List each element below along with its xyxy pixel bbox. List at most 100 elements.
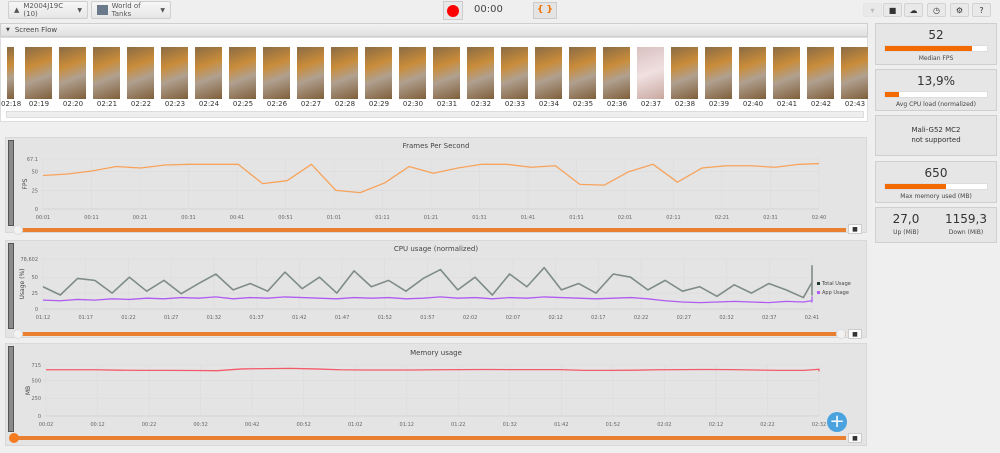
screenshot-thumbnail[interactable] [841,47,868,99]
screenshot-thumbnail[interactable] [705,47,732,99]
x-tick-label: 01:21 [424,215,438,221]
screen-flow-header[interactable]: ▼ Screen Flow [0,23,868,37]
slider-handle[interactable] [13,329,23,339]
y-axis-label: Usage (%) [19,269,26,300]
screenshot-thumbnail[interactable] [739,47,766,99]
progress-bar [884,45,988,52]
lock-button[interactable]: ■ [848,433,862,443]
x-tick-label: 02:22 [634,315,648,321]
y-tick-label: 500 [31,378,41,384]
drag-handle[interactable] [8,346,14,432]
x-tick-label: 00:11 [84,215,98,221]
x-tick-label: 01:22 [451,422,465,428]
slider-handle-right[interactable] [836,329,846,339]
record-button[interactable] [443,1,463,20]
screenshot-thumbnail[interactable] [671,47,698,99]
lock-icon: ■ [852,331,858,338]
x-tick-label: 01:17 [79,315,93,321]
thumbnail-time: 02:23 [164,100,186,108]
thumbnail-time: 02:37 [640,100,662,108]
horizontal-scrollbar[interactable] [6,111,864,118]
chart-title: Memory usage [410,349,462,357]
lock-button[interactable]: ■ [848,329,862,339]
y-tick-label: 67.1 [27,157,38,163]
x-tick-label: 01:52 [378,315,392,321]
wifi-button[interactable]: ▾ [863,3,882,17]
timer: 00:00 [474,4,503,15]
screenshot-thumbnail[interactable] [399,47,426,99]
lock-button[interactable]: ■ [848,224,862,234]
screenshot-thumbnail[interactable] [93,47,120,99]
y-tick-label: 0 [35,207,38,213]
screenshot-thumbnail[interactable] [331,47,358,99]
x-tick-label: 02:41 [805,315,819,321]
screenshot-thumbnail[interactable] [637,47,664,99]
screenshot-thumbnail[interactable] [297,47,324,99]
delete-button[interactable]: ■ [883,3,902,17]
screenshot-thumbnail[interactable] [433,47,460,99]
thumbnail-time: 02:21 [96,100,118,108]
progress-fill [885,92,900,97]
y-tick-label: 250 [31,396,41,402]
thumbnail-time: 02:20 [62,100,84,108]
device-dropdown[interactable]: ▲ M2004J19C (10) ▼ [8,1,88,19]
time-range-slider[interactable] [16,436,846,440]
y-tick-label: 715 [31,363,41,369]
x-tick-label: 01:12 [400,422,414,428]
device-label: M2004J19C (10) [23,2,64,18]
gpu-name: Mali-G52 MC2 [911,126,961,134]
fps-chart: 00:01 00:11 00:21 00:31 00:41 00:51 01:01 01:11… [22,157,826,221]
screenshot-thumbnail[interactable] [195,47,222,99]
slider-handle[interactable] [13,225,23,235]
drag-handle[interactable] [8,140,14,226]
time-range-slider[interactable] [16,228,846,232]
series-line-app-usage [42,296,813,304]
screenshot-thumbnail[interactable] [161,47,188,99]
x-tick-label: 01:41 [521,215,535,221]
x-tick-label: 01:57 [420,315,434,321]
drag-handle[interactable] [8,243,14,329]
screenshot-thumbnail[interactable] [603,47,630,99]
x-tick-label: 00:31 [181,215,195,221]
history-button[interactable]: ◷ [927,3,946,17]
max-memory-card: 650 Max memory used (MB) [875,161,997,203]
median-fps-card: 52 Median FPS [875,23,997,65]
screenshot-thumbnail[interactable] [127,47,154,99]
screenshot-thumbnail[interactable] [569,47,596,99]
json-button[interactable]: { } [533,2,557,19]
x-tick-label: 00:41 [230,215,244,221]
x-tick-label: 00:01 [36,215,50,221]
add-chart-button[interactable]: + [827,412,847,432]
thumbnail-time: 02:36 [606,100,628,108]
x-tick-label: 02:12 [548,315,562,321]
screenshot-thumbnail[interactable] [501,47,528,99]
network-card: 27,0 Up (MiB) 1159,3 Down (MiB) [875,207,997,243]
app-label: World of Tanks [111,2,141,18]
upload-button[interactable]: ☁ [904,3,923,17]
slider-handle[interactable] [9,433,19,443]
screenshot-thumbnail[interactable] [773,47,800,99]
x-tick-label: 01:42 [554,422,568,428]
screenshot-thumbnail[interactable] [263,47,290,99]
screenshot-thumbnail[interactable] [25,47,52,99]
collapse-triangle-icon: ▼ [6,27,10,33]
time-range-slider[interactable] [16,332,846,336]
thumbnail-time: 02:41 [776,100,798,108]
screenshot-thumbnail[interactable] [807,47,834,99]
thumbnail-time: 02:29 [368,100,390,108]
app-dropdown[interactable]: World of Tanks ▼ [91,1,171,19]
screenshot-thumbnail[interactable] [467,47,494,99]
thumbnail-time: 02:34 [538,100,560,108]
settings-button[interactable]: ⚙ [950,3,969,17]
screenshot-thumbnail[interactable] [7,47,14,99]
stat-label: Max memory used (MB) [900,193,972,200]
screenshot-thumbnail[interactable] [535,47,562,99]
screenshot-thumbnail[interactable] [59,47,86,99]
thumbnail-time: 02:31 [436,100,458,108]
help-button[interactable]: ? [972,3,991,17]
x-tick-label: 02:11 [666,215,680,221]
screenshot-thumbnail[interactable] [365,47,392,99]
legend-label: App Usage [822,290,849,296]
x-tick-label: 01:42 [292,315,306,321]
screenshot-thumbnail[interactable] [229,47,256,99]
